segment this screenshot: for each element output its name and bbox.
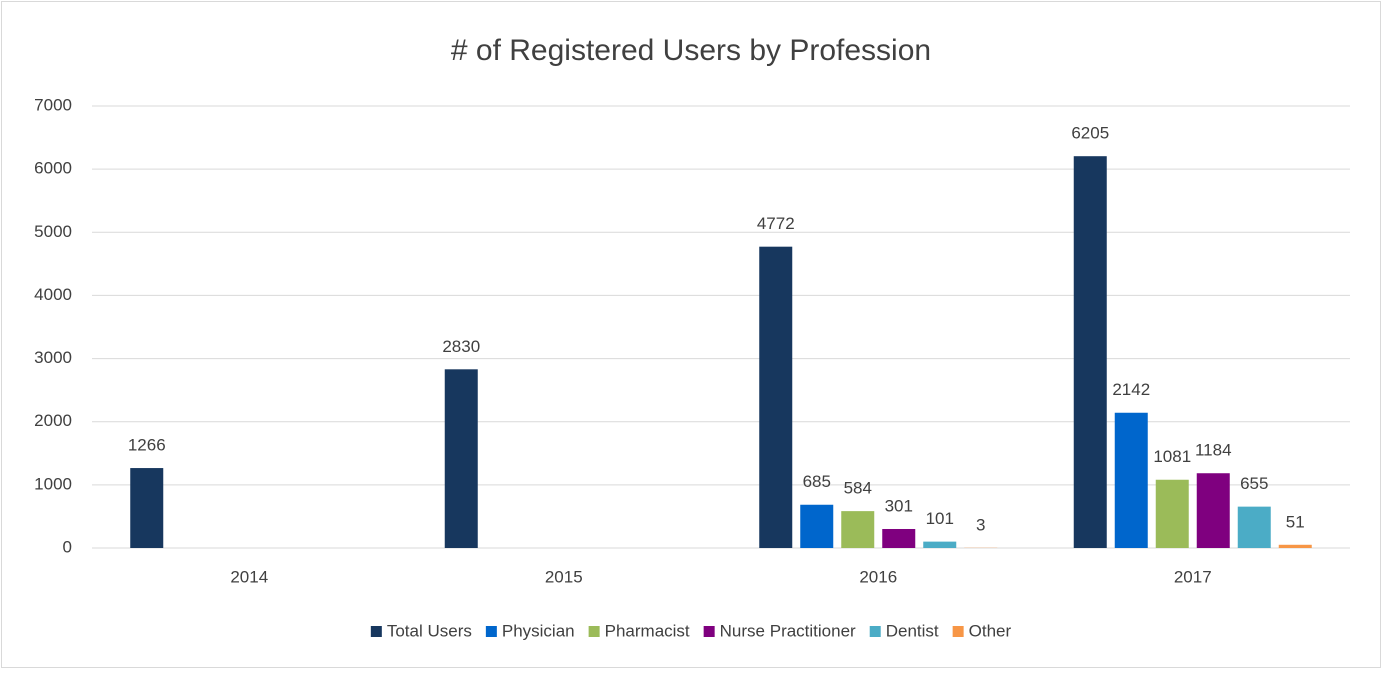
y-tick-label: 1000 <box>34 474 72 493</box>
data-label: 4772 <box>757 214 795 233</box>
legend-swatch <box>953 626 964 637</box>
data-label: 301 <box>885 496 913 515</box>
y-tick-label: 3000 <box>34 348 72 367</box>
x-tick-label: 2016 <box>859 567 897 586</box>
y-tick-label: 2000 <box>34 411 72 430</box>
legend-swatch <box>486 626 497 637</box>
legend-swatch <box>371 626 382 637</box>
y-tick-label: 7000 <box>34 95 72 114</box>
data-label: 2830 <box>442 337 480 356</box>
bar <box>1156 480 1189 548</box>
bar <box>130 468 163 548</box>
y-tick-label: 0 <box>63 537 72 556</box>
legend-label: Total Users <box>387 621 472 640</box>
data-label: 2142 <box>1112 380 1150 399</box>
x-tick-label: 2014 <box>230 567 268 586</box>
bar <box>882 529 915 548</box>
data-label: 655 <box>1240 474 1268 493</box>
data-label: 51 <box>1286 512 1305 531</box>
bar <box>1238 507 1271 548</box>
bar <box>800 505 833 548</box>
bar <box>841 511 874 548</box>
legend-swatch <box>870 626 881 637</box>
legend-swatch <box>704 626 715 637</box>
legend-label: Other <box>969 621 1012 640</box>
bar <box>923 542 956 548</box>
bar <box>1279 545 1312 548</box>
bar <box>1115 413 1148 548</box>
legend-label: Dentist <box>886 621 939 640</box>
bar <box>445 369 478 548</box>
bar <box>759 247 792 548</box>
x-tick-label: 2015 <box>545 567 583 586</box>
chart-title: # of Registered Users by Profession <box>451 34 931 67</box>
data-label: 3 <box>976 515 985 534</box>
legend-swatch <box>589 626 600 637</box>
data-label: 1184 <box>1195 441 1232 460</box>
bar <box>1197 473 1230 548</box>
legend-label: Physician <box>502 621 575 640</box>
data-label: 1266 <box>128 436 166 455</box>
y-tick-label: 4000 <box>34 285 72 304</box>
legend-label: Nurse Practitioner <box>720 621 856 640</box>
data-label: 685 <box>803 472 831 491</box>
data-label: 584 <box>844 479 872 498</box>
data-label: 101 <box>926 509 954 528</box>
x-tick-label: 2017 <box>1174 567 1212 586</box>
y-tick-label: 6000 <box>34 159 72 178</box>
data-label: 1081 <box>1153 447 1191 466</box>
legend-label: Pharmacist <box>605 621 690 640</box>
data-label: 6205 <box>1071 124 1109 143</box>
y-tick-label: 5000 <box>34 222 72 241</box>
bar <box>1074 156 1107 548</box>
